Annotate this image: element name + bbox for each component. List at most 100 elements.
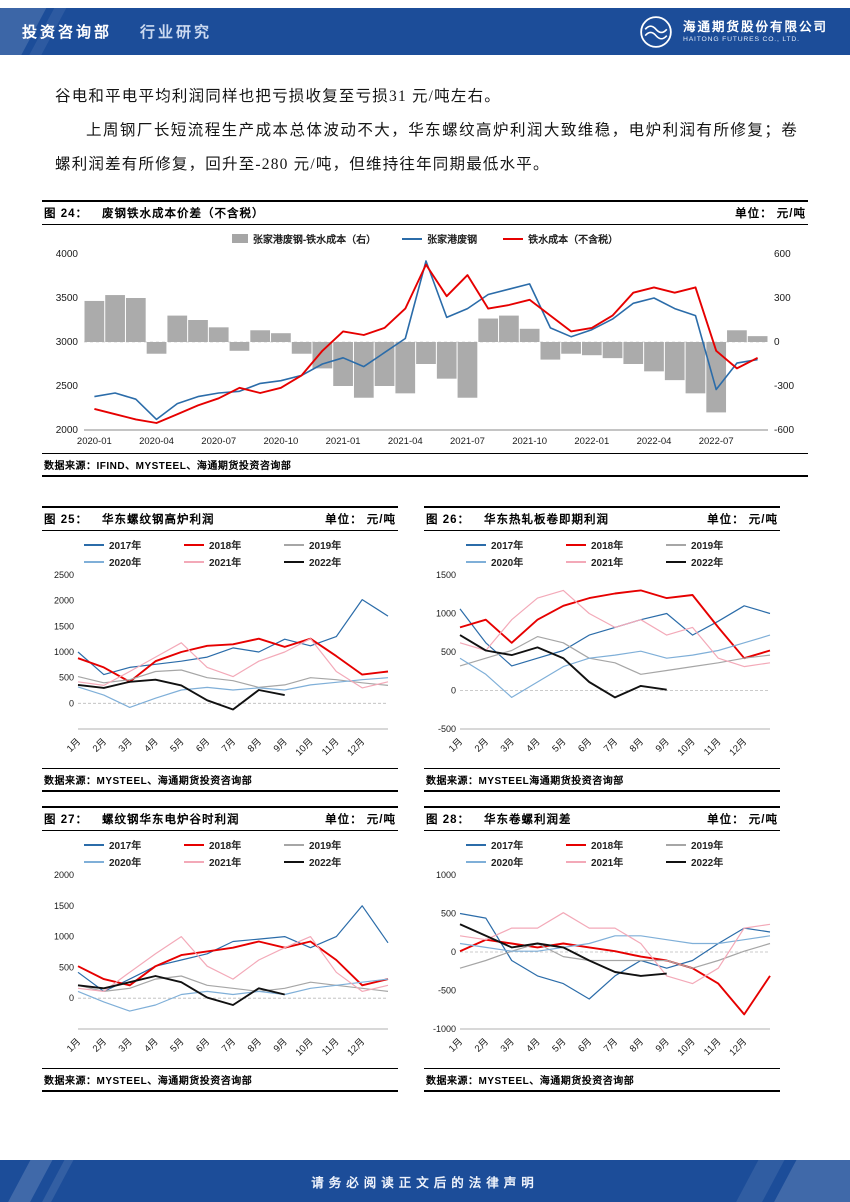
figure-title-text: 螺纹钢华东电炉谷时利润 (102, 814, 240, 826)
legend-item: 2019年 (284, 837, 378, 852)
svg-text:2021-10: 2021-10 (512, 436, 547, 447)
figure-unit-label: 单位： 元/吨 (735, 208, 806, 220)
legend-line-swatch (84, 860, 104, 863)
figure-title-text: 废钢铁水成本价差（不含税） (102, 208, 265, 220)
svg-text:1500: 1500 (54, 621, 74, 631)
legend-label: 2021年 (209, 858, 242, 869)
svg-text:1500: 1500 (436, 570, 456, 580)
svg-text:2022-01: 2022-01 (574, 436, 609, 447)
svg-text:2月: 2月 (91, 1036, 109, 1054)
svg-text:4月: 4月 (142, 736, 160, 754)
svg-text:12月: 12月 (345, 736, 367, 758)
legend-item: 2021年 (184, 554, 278, 569)
legend-item: 张家港废钢 (402, 231, 477, 246)
svg-text:8月: 8月 (628, 736, 646, 754)
legend-line-swatch (503, 237, 524, 240)
svg-text:2月: 2月 (473, 736, 491, 754)
svg-text:5月: 5月 (168, 1036, 186, 1054)
svg-text:8月: 8月 (628, 1036, 646, 1054)
svg-text:0: 0 (69, 993, 74, 1003)
paragraph-1: 谷电和平电平均利润同样也把亏损收复至亏损31 元/吨左右。 (55, 88, 501, 105)
figure-26-source: 数据来源：MYSTEEL海通期货投资咨询部 (424, 768, 780, 792)
svg-text:2000: 2000 (54, 870, 74, 880)
legend-line-swatch (466, 543, 486, 546)
legend-line-swatch (666, 860, 686, 863)
svg-text:2022-04: 2022-04 (637, 436, 672, 447)
legend-item: 2020年 (84, 554, 178, 569)
legend-label: 2017年 (491, 841, 524, 852)
svg-text:0: 0 (69, 698, 74, 708)
svg-text:4月: 4月 (524, 736, 542, 754)
legend-label: 2022年 (691, 858, 724, 869)
figure-27-chart: 0 500 1000 1500 2000 1月 2月 3月 4月 5月 6月 7月 8月 9月 10月 11月… (54, 870, 389, 1058)
legend-label: 2022年 (691, 558, 724, 569)
figure-24: 图 24： 废钢铁水成本价差（不含税） 单位： 元/吨 张家港废钢-铁水成本（右）… (42, 200, 808, 477)
svg-text:6月: 6月 (194, 1036, 212, 1054)
legend-item: 2019年 (666, 537, 760, 552)
svg-text:6月: 6月 (194, 736, 212, 754)
svg-text:11月: 11月 (320, 736, 341, 757)
company-name-en: HAITONG FUTURES CO., LTD. (682, 36, 800, 43)
svg-text:2020-04: 2020-04 (139, 436, 174, 447)
figure-number-label: 图 24： (44, 208, 88, 220)
legend-item: 2017年 (84, 837, 178, 852)
svg-text:3月: 3月 (117, 1036, 135, 1054)
legend-label: 2019年 (691, 541, 724, 552)
legend-item: 2022年 (666, 554, 760, 569)
svg-text:10月: 10月 (294, 736, 316, 758)
footer-decor-stripe-2 (36, 1160, 77, 1202)
svg-text:2月: 2月 (91, 736, 109, 754)
footer-decor-stripe (2, 1160, 56, 1202)
figure-28: 图 28： 华东卷螺利润差 单位： 元/吨 2017年 2018年 2019年 2020… (424, 806, 780, 1092)
svg-text:2月: 2月 (473, 1036, 491, 1054)
svg-text:10月: 10月 (676, 1036, 698, 1058)
legend-label: 2018年 (591, 841, 624, 852)
legend-item: 2018年 (566, 837, 660, 852)
figure-27: 图 27： 螺纹钢华东电炉谷时利润 单位： 元/吨 2017年 2018年 2019年… (42, 806, 398, 1092)
legend-item: 2017年 (84, 537, 178, 552)
legend-item: 张家港废钢-铁水成本（右） (231, 231, 376, 246)
figure-title-text: 华东热轧板卷即期利润 (484, 514, 609, 526)
figure-27-title: 图 27： 螺纹钢华东电炉谷时利润 (44, 811, 240, 827)
svg-text:500: 500 (59, 962, 74, 972)
svg-text:0: 0 (451, 686, 456, 696)
svg-text:9月: 9月 (654, 736, 672, 754)
legend-item: 2021年 (566, 854, 660, 869)
svg-text:3月: 3月 (117, 736, 135, 754)
svg-text:2021-04: 2021-04 (388, 436, 423, 447)
svg-text:300: 300 (774, 293, 791, 304)
figure-25-legend: 2017年 2018年 2019年 2020年 2021年 2022年 (84, 537, 398, 569)
company-name-cn: 海通期货股份有限公司 (682, 20, 828, 34)
svg-text:-1000: -1000 (433, 1024, 456, 1034)
legend-line-swatch (466, 560, 486, 563)
report-type-label: 行业研究 (140, 24, 213, 41)
svg-text:2000: 2000 (54, 596, 74, 606)
svg-text:2021-01: 2021-01 (326, 436, 361, 447)
figure-unit-label: 单位： 元/吨 (707, 514, 778, 526)
legend-line-swatch (184, 543, 204, 546)
legend-label: 2020年 (491, 558, 524, 569)
figure-28-title: 图 28： 华东卷螺利润差 (426, 811, 572, 827)
legend-label: 2021年 (591, 858, 624, 869)
svg-text:-300: -300 (774, 381, 794, 392)
paragraph-2: 上周钢厂长短流程生产成本总体波动不大，华东螺纹高炉利润大致维稳，电炉利润有所修复… (55, 122, 798, 173)
svg-text:1月: 1月 (65, 736, 83, 754)
figure-28-source: 数据来源：MYSTEEL、海通期货投资咨询部 (424, 1068, 780, 1092)
figure-title-text: 华东螺纹钢高炉利润 (102, 514, 215, 526)
legal-disclaimer: 请务必阅读正文后的法律声明 (311, 1175, 539, 1190)
figure-28-header: 图 28： 华东卷螺利润差 单位： 元/吨 (424, 806, 780, 831)
svg-text:2500: 2500 (54, 570, 74, 580)
svg-text:1500: 1500 (54, 901, 74, 911)
legend-line-swatch (284, 843, 304, 846)
legend-label: 2021年 (209, 558, 242, 569)
legend-line-swatch (184, 560, 204, 563)
legend-label: 2020年 (491, 858, 524, 869)
legend-line-swatch (184, 860, 204, 863)
svg-text:9月: 9月 (654, 1036, 672, 1054)
legend-label: 张家港废钢 (427, 235, 478, 246)
figure-number-label: 图 26： (426, 514, 470, 526)
legend-item: 2017年 (466, 837, 560, 852)
svg-text:9月: 9月 (272, 736, 290, 754)
legend-label: 2018年 (209, 541, 242, 552)
svg-text:-600: -600 (774, 425, 794, 436)
